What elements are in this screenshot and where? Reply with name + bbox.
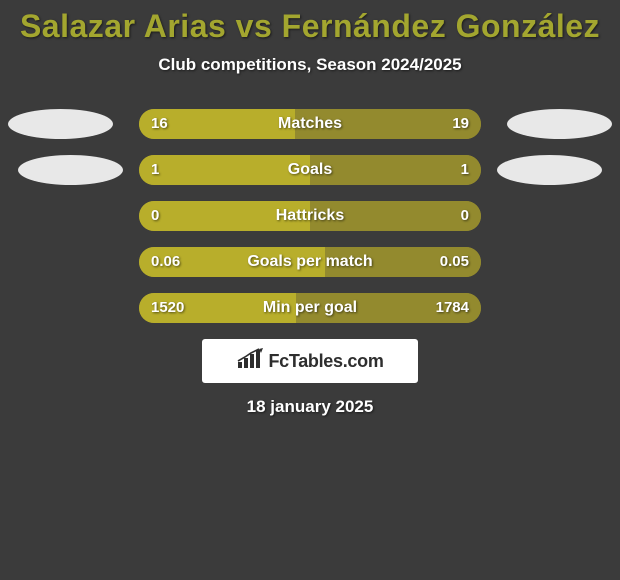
left-ellipse-1 <box>18 155 123 185</box>
value-right: 1784 <box>436 293 469 323</box>
stat-row-gpm: 0.06 Goals per match 0.05 <box>139 247 481 277</box>
comparison-card: Salazar Arias vs Fernández González Club… <box>0 0 620 580</box>
date-text: 18 january 2025 <box>0 397 620 417</box>
logo-box: FcTables.com <box>202 339 418 383</box>
logo-text: FcTables.com <box>268 351 383 372</box>
value-right: 0 <box>461 201 469 231</box>
page-title: Salazar Arias vs Fernández González <box>0 0 620 45</box>
stats-container: 16 Matches 19 1 Goals 1 0 Hattricks 0 <box>0 109 620 323</box>
bars-growth-icon <box>236 348 264 375</box>
right-ellipse-1 <box>497 155 602 185</box>
value-right: 19 <box>452 109 469 139</box>
stat-row-matches: 16 Matches 19 <box>139 109 481 139</box>
row-label: Hattricks <box>139 201 481 231</box>
left-ellipse-0 <box>8 109 113 139</box>
row-label: Matches <box>139 109 481 139</box>
row-label: Goals per match <box>139 247 481 277</box>
value-right: 1 <box>461 155 469 185</box>
row-label: Min per goal <box>139 293 481 323</box>
right-ellipse-0 <box>507 109 612 139</box>
subtitle: Club competitions, Season 2024/2025 <box>0 55 620 75</box>
stat-row-hattricks: 0 Hattricks 0 <box>139 201 481 231</box>
stat-row-goals: 1 Goals 1 <box>139 155 481 185</box>
value-right: 0.05 <box>440 247 469 277</box>
row-label: Goals <box>139 155 481 185</box>
stat-row-mpg: 1520 Min per goal 1784 <box>139 293 481 323</box>
